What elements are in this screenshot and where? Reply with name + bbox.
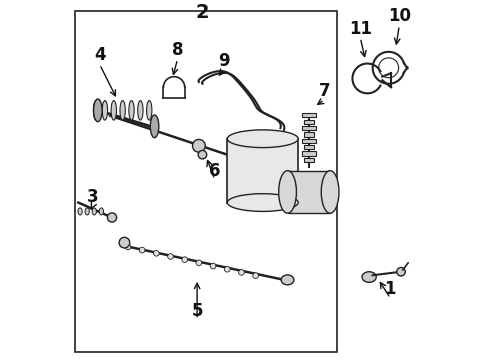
Ellipse shape [119,237,130,248]
Text: 8: 8 [172,41,183,59]
Ellipse shape [102,100,108,120]
Ellipse shape [182,257,188,262]
Ellipse shape [147,100,152,120]
Ellipse shape [193,139,205,152]
Ellipse shape [78,208,82,215]
Bar [303,158,314,162]
Bar [303,145,314,149]
Text: 6: 6 [209,162,220,180]
Ellipse shape [227,130,298,148]
Ellipse shape [362,272,376,282]
Bar [303,120,314,124]
Bar [302,139,316,143]
Ellipse shape [125,244,131,250]
Text: 2: 2 [196,3,209,22]
Bar [303,132,314,136]
Ellipse shape [120,100,125,120]
Text: 5: 5 [192,302,203,320]
Ellipse shape [224,266,230,272]
Text: 10: 10 [388,7,411,25]
Text: 4: 4 [94,46,105,64]
Ellipse shape [198,150,207,159]
Ellipse shape [111,100,117,120]
Ellipse shape [94,100,98,120]
Bar [227,139,298,203]
Bar [302,113,316,117]
Text: 7: 7 [318,82,330,100]
Ellipse shape [107,213,117,222]
Ellipse shape [92,208,97,215]
Ellipse shape [99,208,103,215]
Ellipse shape [138,100,143,120]
Ellipse shape [253,273,259,278]
Ellipse shape [397,267,405,276]
Ellipse shape [279,171,296,213]
Ellipse shape [281,275,294,285]
Ellipse shape [210,263,216,269]
Ellipse shape [321,171,339,213]
Ellipse shape [239,270,245,275]
Bar [75,11,337,351]
Text: 11: 11 [349,20,372,38]
Bar [302,152,316,156]
Text: 3: 3 [87,188,98,206]
Text: 1: 1 [385,280,396,298]
Ellipse shape [168,254,173,259]
Ellipse shape [129,100,134,120]
Ellipse shape [227,194,298,211]
Ellipse shape [196,260,202,266]
Ellipse shape [139,247,145,253]
Bar [288,171,330,213]
Text: 9: 9 [218,52,229,70]
Ellipse shape [153,251,159,256]
Bar [302,126,316,130]
Ellipse shape [85,208,89,215]
Ellipse shape [94,99,102,122]
Ellipse shape [150,115,159,138]
